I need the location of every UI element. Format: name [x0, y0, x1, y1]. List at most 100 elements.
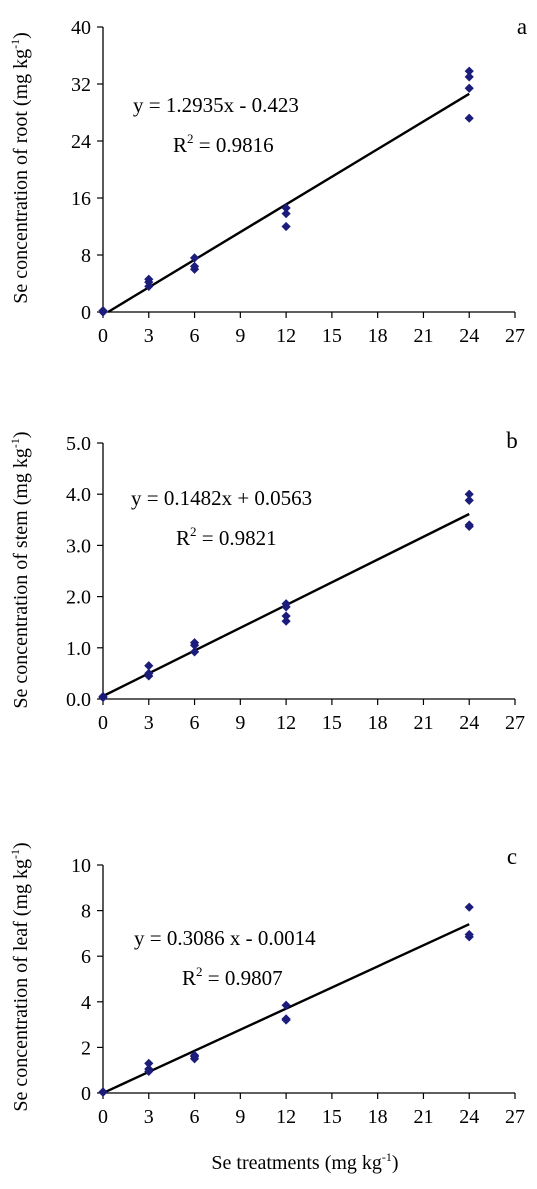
- panel-b-x-tick-label: 3: [144, 712, 154, 734]
- panel-c-y-axis-label: Se concentration of leaf (mg kg-1): [8, 842, 32, 1111]
- panel-a-data-point: [281, 203, 291, 213]
- panel-b-x-tick-label: 12: [276, 712, 296, 734]
- panel-c-data-point: [98, 1087, 108, 1097]
- panel-b-r2-tail: = 0.9821: [197, 526, 277, 550]
- panel-a-x-tick-label: 27: [505, 325, 525, 347]
- panel-a-axes: [102, 27, 515, 313]
- panel-a-ticks: 0 8 16 24 32 40 0 3 6 9 12 15 18 21 24 27: [71, 17, 525, 347]
- panel-b-data-point: [144, 668, 154, 678]
- panel-a-r-squared: R2 = 0.9816: [173, 131, 274, 157]
- panel-b-x-tick-label: 6: [190, 712, 200, 734]
- panel-a-equation: y = 1.2935x - 0.423: [133, 93, 299, 117]
- panel-a-data-point: [98, 305, 108, 316]
- panel-a-points: [98, 66, 474, 317]
- panel-a-data-point: [281, 209, 291, 219]
- xlabel-main: Se treatments (mg kg: [211, 1152, 382, 1174]
- panel-c-data-point: [144, 1064, 154, 1074]
- panel-b-ticks: 0.0 1.0 2.0 3.0 4.0 5.0 0 3 6 9 12 15 18 21 24 27: [66, 433, 525, 734]
- panel-b-data-point: [189, 638, 200, 648]
- panel-c-equation: y = 0.3086 x - 0.0014: [134, 926, 316, 950]
- panel-c-r2-main: R: [182, 966, 196, 990]
- panel-c-x-tick-label: 12: [276, 1106, 296, 1128]
- panel-c-axes: [102, 865, 515, 1094]
- panel-b-points: [98, 489, 474, 703]
- panel-c-y-tick-label: 2: [81, 1037, 91, 1059]
- panel-a-data-point: [464, 72, 474, 82]
- x-axis-label: Se treatments (mg kg-1): [211, 1150, 398, 1174]
- panel-b-data-point: [281, 616, 291, 626]
- panel-a-ylabel-tail: ): [10, 32, 32, 39]
- panel-c-r2-sup: 2: [196, 964, 203, 979]
- panel-a-y-tick-label: 16: [71, 188, 91, 210]
- panel-c-points: [98, 902, 474, 1097]
- panel-b-y-tick-label: 4.0: [66, 484, 91, 506]
- panel-a-y-tick-label: 24: [71, 131, 91, 153]
- panel-c-data-point: [189, 1050, 200, 1060]
- panel-a-x-tick-label: 6: [190, 325, 200, 347]
- panel-c-ylabel-main: Se concentration of leaf (mg kg: [10, 859, 32, 1112]
- panel-b-ylabel-sup: -1: [8, 438, 22, 448]
- panel-c-data-point: [464, 902, 474, 912]
- panel-c-ylabel-sup: -1: [8, 849, 22, 859]
- panel-a-data-point: [144, 274, 154, 284]
- panel-b-y-tick-label: 3.0: [66, 535, 91, 557]
- panel-b-ylabel-tail: ): [10, 431, 32, 438]
- panel-c-data-point: [281, 1000, 291, 1010]
- panel-a-x-tick-label: 15: [322, 325, 342, 347]
- panel-b-x-tick-label: 0: [98, 712, 108, 734]
- panel-b-r2-sup: 2: [190, 524, 197, 539]
- panel-c-x-tick-label: 15: [322, 1106, 342, 1128]
- panel-a-r2-sup: 2: [187, 131, 194, 146]
- panel-a-data-point: [189, 261, 200, 271]
- xlabel-sup: -1: [382, 1150, 392, 1164]
- panel-a-y-tick-label: 32: [71, 74, 91, 96]
- panel-c-r-squared: R2 = 0.9807: [182, 964, 283, 990]
- panel-a-r2-tail: = 0.9816: [194, 133, 274, 157]
- panel-b-x-tick-label: 21: [413, 712, 433, 734]
- panel-b-x-tick-label: 18: [368, 712, 388, 734]
- panel-a-x-tick-label: 18: [368, 325, 388, 347]
- panel-a-data-point: [464, 113, 474, 123]
- panel-a-label: a: [517, 14, 527, 39]
- panel-b-y-tick-label: 1.0: [66, 638, 91, 660]
- panel-a-x-tick-label: 21: [413, 325, 433, 347]
- panel-a-data-point: [189, 253, 200, 263]
- panel-b-x-tick-label: 15: [322, 712, 342, 734]
- panel-c-data-point: [144, 1058, 154, 1068]
- panel-b-data-point: [464, 489, 474, 499]
- panel-a-data-point: [281, 221, 291, 232]
- panel-b-equation: y = 0.1482x + 0.0563: [131, 486, 312, 510]
- panel-c-x-tick-label: 18: [368, 1106, 388, 1128]
- panel-c-x-tick-label: 24: [459, 1106, 479, 1128]
- xlabel-tail: ): [392, 1152, 399, 1174]
- panel-c-y-tick-label: 8: [81, 901, 91, 923]
- panel-a-ylabel-sup: -1: [8, 39, 22, 49]
- panel-b-y-tick-label: 0.0: [66, 689, 91, 711]
- panel-b-x-tick-label: 9: [235, 712, 245, 734]
- panel-c-x-tick-label: 6: [190, 1106, 200, 1128]
- panel-c-y-tick-label: 0: [81, 1083, 91, 1105]
- panel-b-y-tick-label: 2.0: [66, 587, 91, 609]
- panel-c-x-tick-label: 9: [235, 1106, 245, 1128]
- panel-b-data-point: [281, 599, 291, 609]
- panel-b-x-tick-label: 27: [505, 712, 525, 734]
- panel-a-x-tick-label: 9: [235, 325, 245, 347]
- panel-a-ylabel-main: Se concentration of root (mg kg: [10, 49, 32, 304]
- panel-a-y-tick-label: 8: [81, 245, 91, 267]
- panel-c-y-tick-label: 6: [81, 946, 91, 968]
- panel-a-r2-main: R: [173, 133, 187, 157]
- panel-a-x-tick-label: 12: [276, 325, 296, 347]
- panel-a-x-tick-label: 24: [459, 325, 479, 347]
- panel-c-data-point: [464, 929, 474, 940]
- panel-c-label: c: [507, 844, 517, 869]
- panel-b-y-axis-label: Se concentration of stem (mg kg-1): [8, 431, 32, 708]
- panel-a-y-axis-label: Se concentration of root (mg kg-1): [8, 32, 32, 304]
- panel-a-data-point: [464, 66, 474, 76]
- panel-a: 0 8 16 24 32 40 0 3 6 9 12 15 18 21 24 27 a y = 1.2935x…: [8, 14, 527, 347]
- panel-c-y-tick-label: 10: [71, 855, 91, 877]
- panel-b-data-point: [281, 611, 291, 621]
- panel-a-x-tick-label: 3: [144, 325, 154, 347]
- panel-b-ylabel-main: Se concentration of stem (mg kg: [10, 448, 32, 709]
